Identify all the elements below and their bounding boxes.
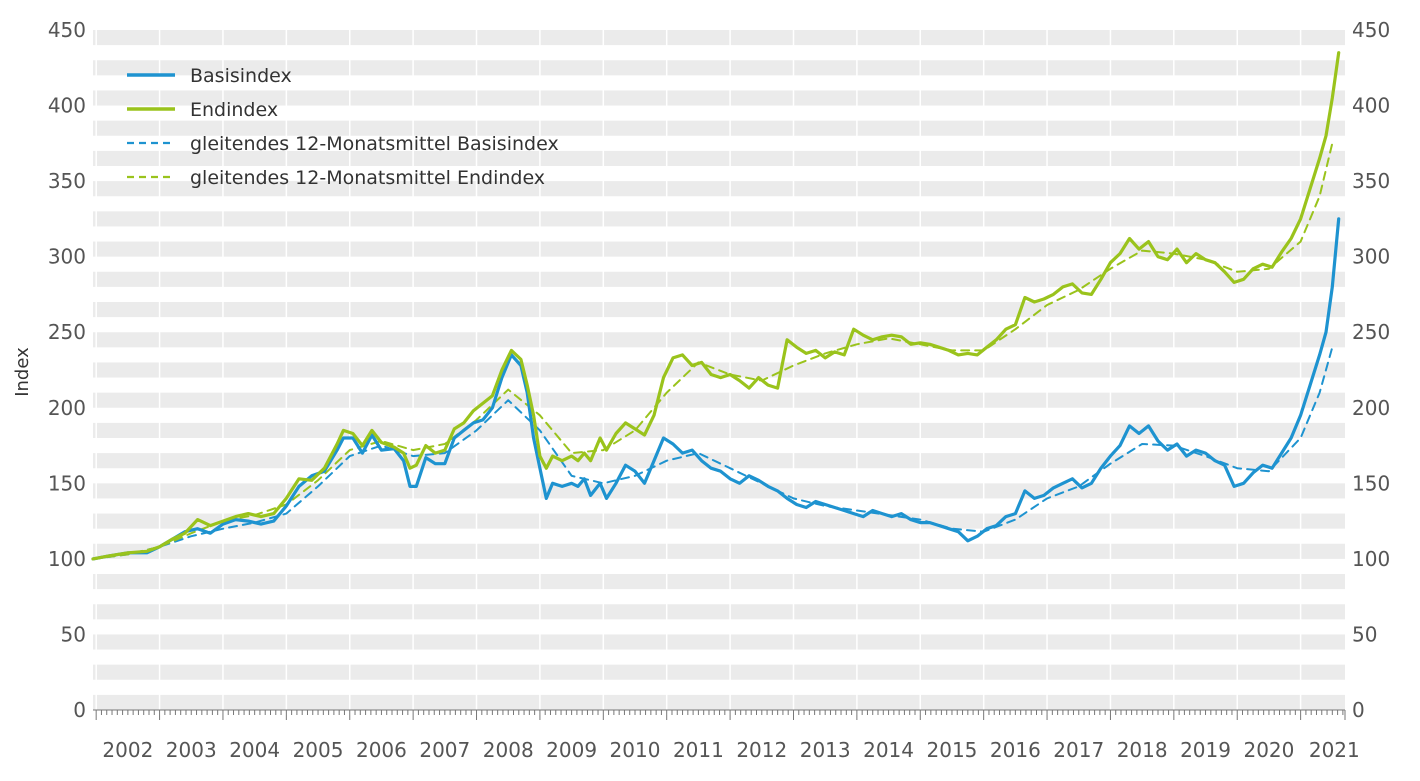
y-tick-label-right: 450	[1352, 18, 1390, 42]
grid-band	[93, 543, 1345, 559]
x-tick-label: 2018	[1117, 738, 1168, 762]
y-tick-label-right: 400	[1352, 94, 1390, 118]
x-tick-label: 2003	[166, 738, 217, 762]
y-tick-label-left: 450	[48, 18, 86, 42]
x-tick-label: 2019	[1180, 738, 1231, 762]
x-tick-label: 2017	[1053, 738, 1104, 762]
y-tick-label-left: 100	[48, 547, 86, 571]
grid-band	[93, 332, 1345, 348]
y-tick-label-left: 200	[48, 396, 86, 420]
y-tick-label-right: 150	[1352, 471, 1390, 495]
x-tick-label: 2016	[990, 738, 1041, 762]
y-tick-label-right: 50	[1352, 622, 1377, 646]
y-tick-label-left: 150	[48, 471, 86, 495]
x-axis	[93, 709, 1346, 720]
series-line	[92, 142, 1334, 560]
y-tick-label-left: 0	[73, 698, 86, 722]
grid-band	[93, 211, 1345, 227]
grid-band	[93, 30, 1345, 46]
y-tick-label-right: 300	[1352, 245, 1390, 269]
y-tick-label-right: 350	[1352, 169, 1390, 193]
y-axis-label: Index	[12, 347, 33, 397]
grid-band	[93, 574, 1345, 590]
grid-band	[93, 422, 1345, 438]
y-tick-label-right: 200	[1352, 396, 1390, 420]
x-tick-label: 2014	[863, 738, 914, 762]
x-tick-label: 2020	[1243, 738, 1294, 762]
legend-label: gleitendes 12-Monatsmittel Basisindex	[190, 133, 559, 155]
x-tick-label: 2004	[229, 738, 280, 762]
grid-band	[93, 513, 1345, 529]
legend-label: gleitendes 12-Monatsmittel Endindex	[190, 167, 545, 189]
x-tick-label: 2007	[419, 738, 470, 762]
y-tick-label-right: 250	[1352, 320, 1390, 344]
y-tick-label-right: 100	[1352, 547, 1390, 571]
grid-band	[93, 392, 1345, 408]
y-tick-label-left: 350	[48, 169, 86, 193]
grid-band	[93, 241, 1345, 257]
grid-band	[93, 483, 1345, 499]
x-tick-label: 2021	[1309, 738, 1360, 762]
x-tick-label: 2008	[483, 738, 534, 762]
x-tick-label: 2006	[356, 738, 407, 762]
grid-band	[93, 90, 1345, 106]
y-axis-left: 0 50 100 150 200 250 300 350 400 450	[48, 18, 86, 722]
x-tick-label: 2009	[546, 738, 597, 762]
y-tick-label-left: 50	[61, 622, 86, 646]
grid-band	[93, 271, 1345, 287]
grid-band	[93, 453, 1345, 469]
series-line	[92, 346, 1334, 560]
grid-band	[93, 181, 1345, 197]
x-tick-label: 2011	[673, 738, 724, 762]
x-tick-label: 2002	[102, 738, 153, 762]
year-gridlines	[95, 30, 1302, 710]
grid-band	[93, 120, 1345, 136]
grid-band	[93, 604, 1345, 620]
series-layer	[91, 51, 1341, 561]
y-tick-label-right: 0	[1352, 698, 1365, 722]
legend-label: Basisindex	[190, 65, 292, 87]
grid-band	[93, 150, 1345, 166]
y-tick-label-left: 250	[48, 320, 86, 344]
x-tick-label: 2013	[800, 738, 851, 762]
legend-label: Endindex	[190, 99, 278, 121]
x-tick-label: 2015	[927, 738, 978, 762]
series-line	[91, 51, 1341, 561]
y-tick-label-left: 300	[48, 245, 86, 269]
grid-band	[93, 302, 1345, 318]
grid-band	[93, 634, 1345, 650]
legend: Basisindex Endindex gleitendes 12-Monatsmi…	[127, 65, 559, 189]
x-tick-label: 2010	[610, 738, 661, 762]
grid-band	[93, 694, 1345, 710]
y-axis-right: 0 50 100 150 200 250 300 350 400 450	[1352, 18, 1390, 722]
grid-band	[93, 664, 1345, 680]
x-axis-labels: 2002 2003 2004 2005 2006 2007 2008 2009 2010 2011…	[102, 738, 1359, 762]
y-tick-label-left: 400	[48, 94, 86, 118]
x-tick-label: 2012	[736, 738, 787, 762]
x-tick-label: 2005	[293, 738, 344, 762]
series-line	[91, 217, 1341, 561]
grid-band	[93, 60, 1345, 76]
